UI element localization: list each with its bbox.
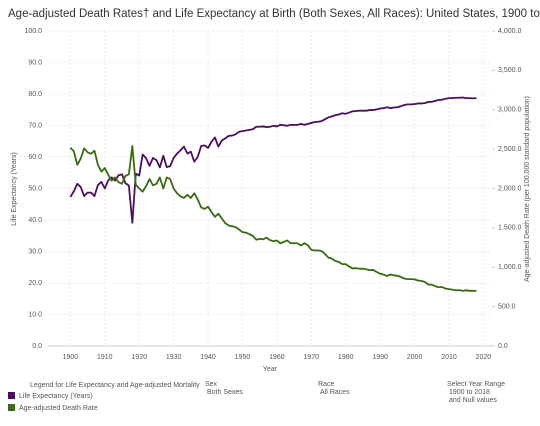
x-tick-label: 1970 <box>304 354 320 361</box>
y2-tick-label: 2,500.0 <box>498 146 521 153</box>
y2-tick-label: 500.0 <box>498 303 516 310</box>
series-line <box>69 96 477 224</box>
x-tick-label: 1920 <box>131 354 147 361</box>
y-tick-label: 10.0 <box>28 311 42 318</box>
filter-label: Sex <box>205 381 218 388</box>
x-tick-label: 2020 <box>476 354 492 361</box>
x-tick-label: 1930 <box>166 354 182 361</box>
x-tick-label: 1980 <box>338 354 354 361</box>
filter-value: Both Sexes <box>207 389 243 396</box>
y-tick-label: 40.0 <box>28 217 42 224</box>
y2-tick-label: 3,500.0 <box>498 67 521 74</box>
y2-tick-label: 2,000.0 <box>498 185 521 192</box>
chart-title: Age-adjusted Death Rates† and Life Expec… <box>8 8 540 20</box>
legend-label: Age-adjusted Death Rate <box>19 405 98 412</box>
y2-axis-label: Age-adjusted Death Rate (per 100,000 sta… <box>524 96 531 282</box>
x-tick-label: 1960 <box>269 354 285 361</box>
y2-tick-label: 0.0 <box>498 343 508 350</box>
x-tick-label: 1910 <box>97 354 113 361</box>
legend-label: Life Expectancy (Years) <box>19 393 93 400</box>
legend-swatch <box>8 404 15 411</box>
y-tick-label: 100.0 <box>24 28 42 35</box>
y-tick-label: 90.0 <box>28 59 42 66</box>
y-tick-label: 20.0 <box>28 280 42 287</box>
filter-label: Race <box>318 381 334 388</box>
y-tick-label: 50.0 <box>28 185 42 192</box>
filter-value: 1900 to 2018 <box>449 389 490 396</box>
filter-label: Select Year Range <box>447 381 505 388</box>
y2-tick-label: 3,000.0 <box>498 107 521 114</box>
x-axis-label: Year <box>263 366 278 373</box>
series-line <box>69 145 477 292</box>
y2-tick-label: 1,000.0 <box>498 264 521 271</box>
filter-value: and Null values <box>449 397 497 404</box>
filter-value: All Races <box>320 389 350 396</box>
x-tick-label: 1900 <box>63 354 79 361</box>
x-tick-label: 2010 <box>441 354 457 361</box>
y-tick-label: 0.0 <box>32 343 42 350</box>
y2-tick-label: 1,500.0 <box>498 225 521 232</box>
y-tick-label: 30.0 <box>28 248 42 255</box>
y2-tick-label: 4,000.0 <box>498 28 521 35</box>
x-tick-label: 2000 <box>407 354 423 361</box>
x-tick-label: 1990 <box>372 354 388 361</box>
x-tick-label: 1950 <box>235 354 251 361</box>
y-tick-label: 80.0 <box>28 91 42 98</box>
legend-title: Legend for Life Expectancy and Age-adjus… <box>30 382 200 389</box>
x-tick-label: 1940 <box>200 354 216 361</box>
y-axis-label: Life Expectancy (Years) <box>11 152 18 226</box>
y-tick-label: 60.0 <box>28 154 42 161</box>
y-tick-label: 70.0 <box>28 122 42 129</box>
legend-swatch <box>8 392 15 399</box>
